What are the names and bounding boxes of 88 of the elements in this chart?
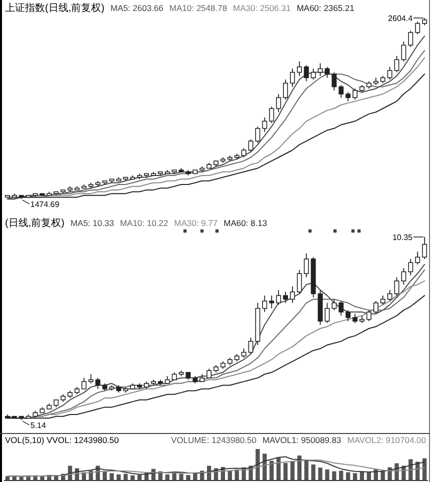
candlestick [88, 374, 94, 384]
bar [124, 474, 128, 480]
candlestick [283, 79, 288, 100]
candlestick [262, 117, 268, 132]
candlestick [366, 310, 372, 322]
candlestick [373, 300, 378, 314]
candlestick [401, 41, 406, 62]
text: MA10: 2548.78 [169, 3, 228, 13]
candlestick [346, 92, 351, 102]
chart-title: (日线,前复权) [5, 217, 64, 229]
annotation: 2604.4 [388, 14, 414, 23]
candlestick [296, 269, 302, 294]
text: MA10: 10.22 [120, 218, 168, 228]
text: MAVOL2: 910704.00 [347, 435, 426, 445]
candlestick [338, 300, 344, 316]
candlestick [276, 94, 282, 113]
bar [325, 469, 330, 480]
candlestick [290, 286, 295, 304]
series-label: VOLUME: 1243980.50 [170, 435, 257, 445]
bar [130, 475, 135, 480]
candlestick [415, 251, 420, 265]
bar [186, 475, 190, 480]
bar [102, 471, 107, 480]
candlestick [206, 368, 212, 378]
candlestick [352, 88, 358, 100]
candlestick [408, 30, 414, 48]
candlestick [276, 290, 282, 306]
bar [339, 470, 344, 480]
bar [116, 474, 121, 480]
candlestick [255, 126, 260, 144]
bar [290, 461, 295, 480]
candlestick [352, 313, 358, 324]
text: MA5: 2603.66 [110, 3, 164, 13]
bar [19, 476, 24, 480]
chart-title: VOL(5,10) VVOL: 1243980.50 [5, 435, 120, 445]
bar [270, 460, 274, 480]
candlestick [269, 295, 274, 309]
text: MA30: 2506.31 [233, 3, 291, 13]
candlestick [310, 68, 316, 80]
text: 1474.69 [30, 200, 60, 209]
chart-title: 上证指数(日线,前复权) [5, 2, 104, 14]
candlestick [81, 377, 86, 390]
candlestick [338, 84, 344, 98]
text: MA5: 10.33 [70, 218, 114, 228]
bar [311, 464, 316, 480]
bar [366, 472, 372, 480]
candlestick [415, 21, 420, 35]
series-label: MAVOL1: 950089.83 [262, 435, 342, 445]
bar [332, 471, 336, 480]
bar [165, 474, 170, 480]
candlestick [248, 138, 254, 152]
bar [256, 449, 260, 480]
candlestick [269, 106, 274, 124]
candlestick [324, 302, 330, 324]
candlestick [408, 258, 414, 276]
bar [346, 472, 350, 480]
bar [283, 462, 288, 480]
candlestick [95, 377, 100, 390]
bar [179, 474, 184, 480]
candlestick [241, 148, 246, 158]
bar [40, 476, 44, 480]
candlestick [332, 72, 337, 91]
candlestick [241, 348, 246, 358]
annotation: 10.35 [392, 233, 414, 242]
bar [318, 468, 322, 480]
text: 5.14 [30, 421, 46, 430]
candlestick [304, 253, 309, 278]
candlestick [283, 291, 288, 304]
bar [352, 473, 358, 480]
bar [137, 474, 142, 480]
candlestick [262, 295, 268, 312]
candlestick [324, 66, 330, 78]
bar [228, 470, 232, 480]
bar [276, 458, 281, 480]
candlestick [290, 68, 295, 88]
candlestick [422, 236, 428, 260]
candlestick [346, 310, 351, 322]
text: MA30: 9.77 [174, 218, 218, 228]
candlestick [380, 295, 386, 306]
candlestick [304, 64, 309, 82]
bar [110, 473, 114, 480]
candlestick [296, 60, 302, 76]
text: MA60: 8.13 [224, 218, 268, 228]
text: MA60: 2365.21 [296, 3, 355, 13]
candlestick [401, 268, 406, 286]
candlestick [332, 298, 337, 311]
bar [422, 458, 427, 480]
bar [172, 473, 176, 480]
